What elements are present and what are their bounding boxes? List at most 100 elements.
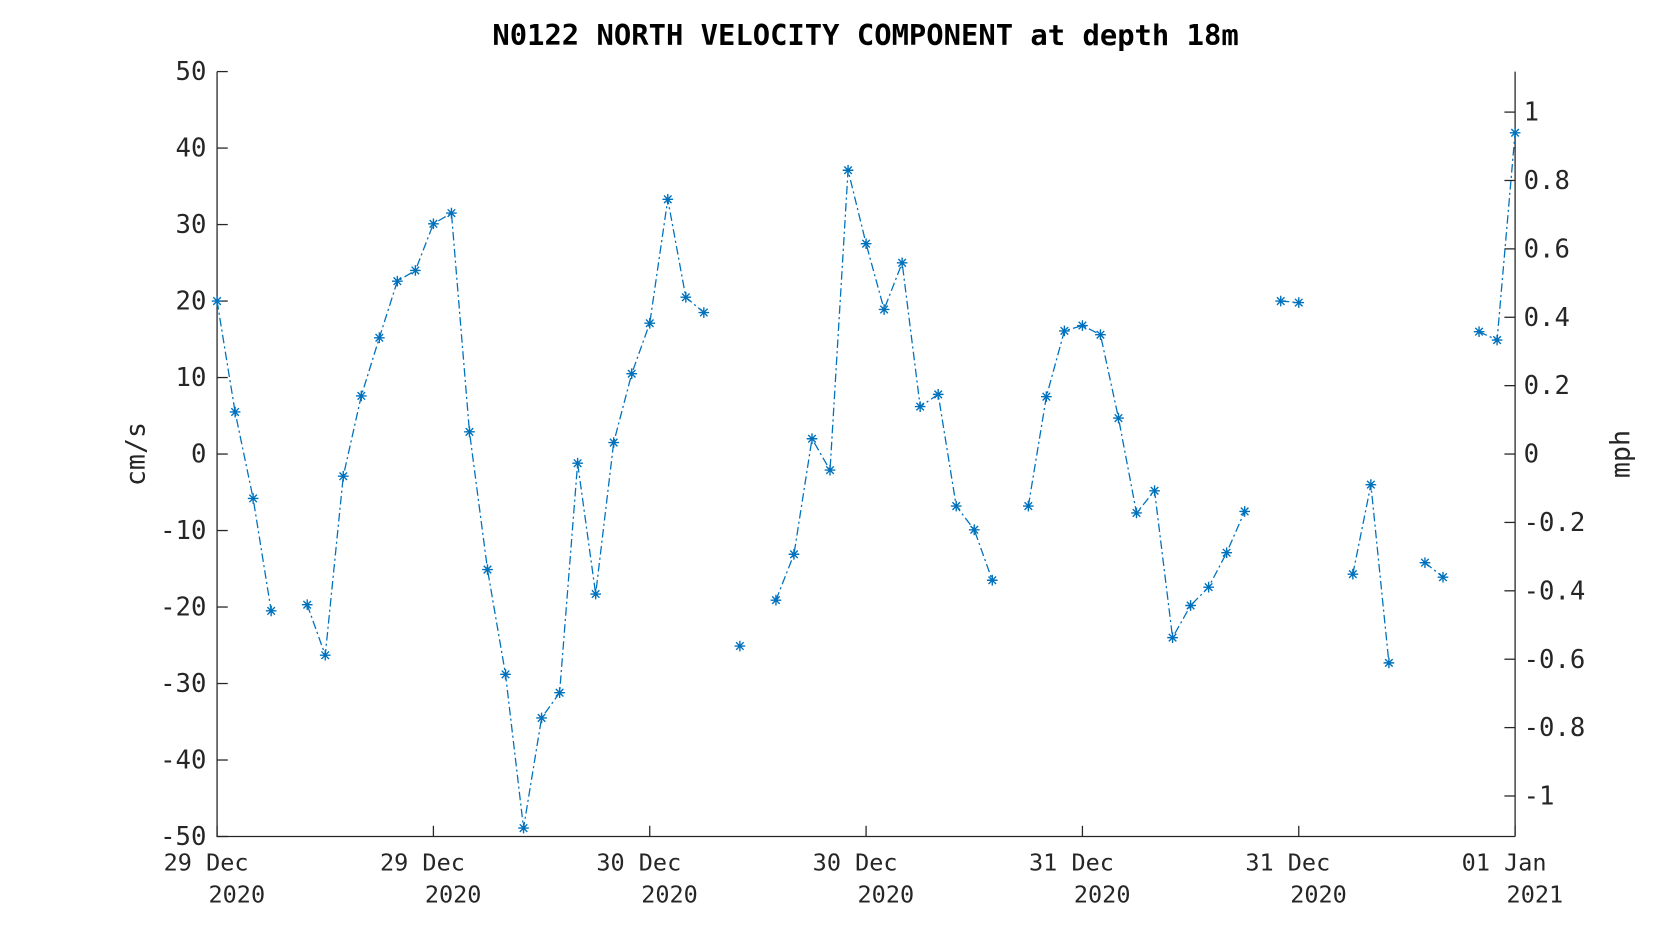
data-point [1383,657,1395,669]
data-point [824,464,836,476]
y-tick-label: 30 [176,210,207,240]
data-point [554,687,565,699]
x-tick-label: 29 Dec 2020 [164,849,265,909]
data-point [1077,320,1088,331]
x-tick-label-line: 29 Dec [164,849,249,877]
y2-tick-label: 1 [1524,98,1539,128]
data-point [1095,329,1106,341]
data-point [392,275,403,287]
x-tick-label-line: 31 Dec [1029,849,1114,877]
y-tick-label: 0 [191,440,206,470]
y2-tick-label: -0.6 [1524,645,1586,675]
x-tick-label-line: 29 Dec [380,849,465,877]
x-tick-label-line: 2020 [641,881,698,909]
data-point [806,433,818,445]
data-point [1022,500,1034,512]
series-line [216,132,1516,829]
y2-tick-label: -0.4 [1524,576,1586,606]
x-tick-label: 01 Jan 2021 [1462,849,1563,909]
data-point [590,588,602,600]
data-point [680,291,692,303]
data-point [410,265,421,276]
data-point [698,307,710,318]
x-tick-label-line: 01 Jan [1462,849,1547,877]
data-point [1203,581,1214,593]
y2-tick-label: 0.6 [1524,234,1570,264]
data-point [229,406,241,418]
y2-tick-label: 0.2 [1524,371,1570,401]
y2-axis-label: mph [1605,430,1636,478]
data-point [247,493,259,504]
data-point [1509,127,1521,139]
data-point [211,295,223,307]
data-point [644,317,656,329]
y-tick-label: -10 [160,516,206,546]
data-point [446,207,457,219]
y2-tick-label: 0.4 [1524,303,1570,333]
data-point [1149,485,1160,497]
data-point [986,574,998,586]
data-point [1275,295,1287,307]
y-tick-label: -20 [160,593,206,623]
data-point [428,218,439,230]
y-tick-label: -40 [160,746,206,776]
x-tick-label-line: 2021 [1507,881,1564,909]
y-tick-label: -30 [160,669,206,699]
data-point [896,257,908,269]
data-point [1419,557,1431,569]
data-point [536,712,547,724]
data-point [1059,325,1070,337]
data-point [464,426,475,438]
data-point [500,669,511,680]
y2-tick-label: -1 [1524,782,1555,812]
data-point [1113,412,1124,424]
data-point [950,500,962,512]
data-point [1473,326,1485,337]
data-point [1221,547,1232,559]
y-tick-label: 10 [176,363,207,393]
data-point [355,390,367,402]
x-tick-label: 30 Dec 2020 [596,849,697,909]
x-tick-label-line: 31 Dec [1245,849,1330,877]
data-point [734,640,746,652]
x-tick-label: 30 Dec 2020 [813,849,914,909]
data-point [1167,632,1178,643]
chart-title: N0122 NORTH VELOCITY COMPONENT at depth … [492,18,1238,52]
data-point [608,437,620,448]
data-point [842,164,854,176]
x-tick-label-line: 30 Dec [813,849,898,877]
data-point [932,389,944,400]
x-tick-label-line: 2020 [858,881,915,909]
data-point [1185,600,1196,611]
data-point [1131,507,1142,519]
axes [216,71,1516,838]
x-tick-label-line: 2020 [425,881,482,909]
x-tick-label-line: 30 Dec [596,849,681,877]
data-point [482,564,493,575]
y-tick-label: 40 [176,134,207,164]
x-tick-label-line: 2020 [1074,881,1131,909]
data-point [860,238,872,250]
data-point [968,524,980,536]
y2-tick-label: 0 [1524,440,1539,470]
data-point [1491,334,1503,346]
data-point [518,822,529,834]
y2-tick-label: -0.2 [1524,508,1586,538]
data-point [626,368,638,380]
x-tick-label: 31 Dec 2020 [1029,849,1130,909]
data-point [337,470,349,482]
x-tick-label-line: 2020 [1290,881,1347,909]
data-point [914,401,926,412]
y-tick-label: 50 [176,57,207,87]
y2-tick-label: -0.8 [1524,713,1586,743]
y-tick-label: 20 [176,287,207,317]
data-point [662,193,674,205]
y-tick-label: -50 [160,822,206,852]
y2-tick-label: 0.8 [1524,166,1570,196]
data-point [1437,571,1449,583]
data-point [301,599,313,611]
data-point [1239,506,1251,517]
data-point [1041,391,1052,403]
